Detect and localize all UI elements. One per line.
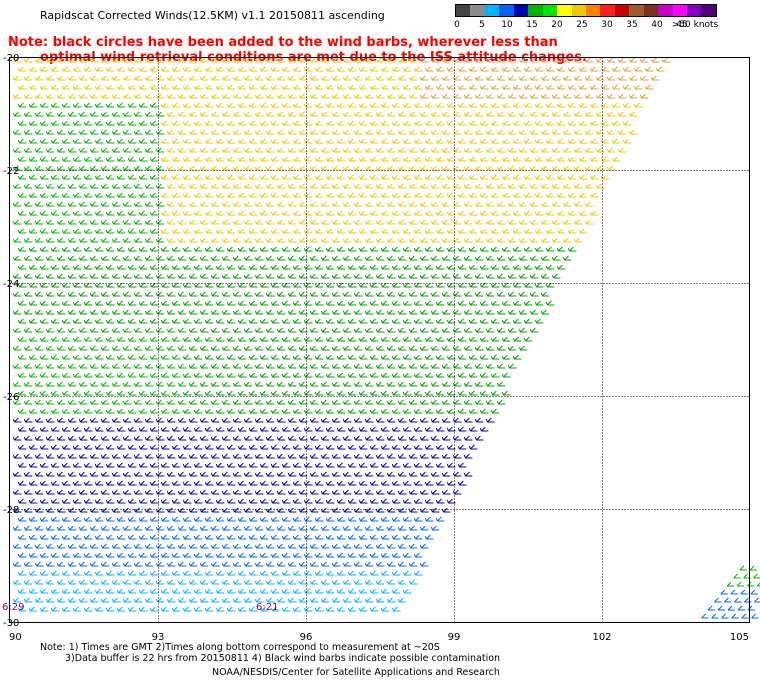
- time-label-east: 6:21: [256, 602, 278, 613]
- note-line-1: Note: black circles have been added to t…: [8, 35, 558, 50]
- legend-swatch: [701, 5, 716, 16]
- lon-label: 96: [300, 632, 313, 643]
- lon-label: 93: [152, 632, 165, 643]
- legend-swatch: [484, 5, 500, 16]
- legend-label: 15: [526, 20, 538, 30]
- wind-barb-group: [12, 102, 760, 587]
- wind-barbs: [12, 57, 760, 619]
- legend-labels: 0 5 10 15 20 25 30 35 40 45 >50 knots: [454, 20, 719, 34]
- legend-label: 40: [651, 20, 663, 30]
- legend-swatch: [513, 5, 529, 16]
- legend-label: 20: [551, 20, 563, 30]
- lon-label: 105: [730, 632, 749, 643]
- legend-swatch: [658, 5, 673, 16]
- map-title: Rapidscat Corrected Winds(12.5KM) v1.1 2…: [40, 9, 385, 22]
- lat-label: -30: [3, 618, 19, 629]
- wind-barb-group: [12, 417, 495, 513]
- wind-barb-group: [12, 57, 643, 243]
- legend-swatch: [557, 5, 572, 16]
- lat-label: -24: [3, 279, 19, 290]
- time-label-west: 6:29: [2, 602, 24, 613]
- legend-swatch: [456, 5, 471, 16]
- lat-label: -22: [3, 166, 19, 177]
- longitude-labels: 90 93 96 99 102 105: [9, 632, 749, 643]
- footer-note-2: 3)Data buffer is 22 hrs from 20150811 4)…: [65, 653, 501, 664]
- legend-label: 45: [676, 20, 688, 30]
- legend-swatch: [528, 5, 543, 16]
- lon-label: 90: [9, 632, 22, 643]
- lon-label: 99: [448, 632, 461, 643]
- legend-label: >50 knots: [671, 20, 719, 30]
- legend-swatch: [585, 5, 601, 16]
- lat-label: -20: [3, 53, 19, 64]
- footer-credit: NOAA/NESDIS/Center for Satellite Applica…: [212, 667, 500, 678]
- legend-swatch: [542, 5, 558, 16]
- legend-label: 10: [501, 20, 513, 30]
- legend-label: 5: [479, 20, 485, 30]
- legend-swatch: [571, 5, 586, 16]
- legend-swatch: [672, 5, 687, 16]
- lat-label: -28: [3, 505, 19, 516]
- wind-barb-group: [12, 570, 423, 612]
- footer-note-1: Note: 1) Times are GMT 2)Times along bot…: [40, 642, 440, 653]
- wind-barb-group: [12, 246, 577, 414]
- latitude-labels: -20 -22 -24 -26 -28 -30: [3, 53, 19, 629]
- wind-speed-legend: 0 5 10 15 20 25 30 35 40 45 >50 knots: [454, 4, 719, 34]
- lat-lon-grid: [9, 57, 750, 623]
- legend-label: 35: [626, 20, 638, 30]
- lat-label: -26: [3, 392, 19, 403]
- wind-barb-group: [419, 57, 671, 99]
- legend-label: 0: [454, 20, 460, 30]
- lon-label: 102: [592, 632, 611, 643]
- legend-swatch: [499, 5, 514, 16]
- legend-swatch: [614, 5, 630, 16]
- legend-swatch: [629, 5, 644, 16]
- wind-barb-group: [12, 516, 760, 619]
- legend-swatch: [470, 5, 485, 16]
- map-frame: [9, 57, 750, 623]
- legend-swatch: [643, 5, 659, 16]
- legend-color-bar: [455, 4, 717, 17]
- legend-label: 25: [576, 20, 588, 30]
- legend-label: 30: [601, 20, 613, 30]
- legend-swatch: [600, 5, 615, 16]
- legend-swatch: [687, 5, 702, 16]
